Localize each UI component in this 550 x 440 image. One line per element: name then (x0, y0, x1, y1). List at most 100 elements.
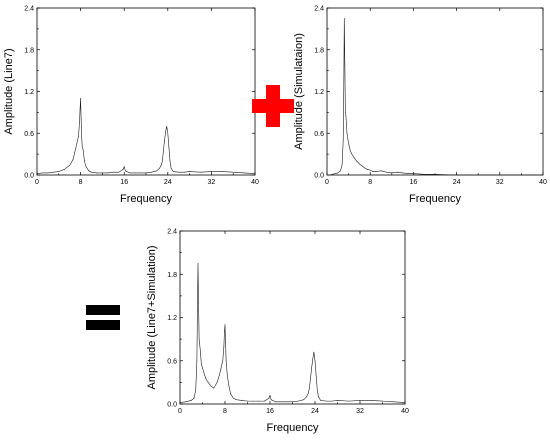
data-point (404, 402, 406, 403)
data-point (252, 400, 254, 402)
data-point (334, 173, 336, 174)
data-point (205, 378, 207, 380)
data-point (307, 392, 309, 394)
data-point (380, 170, 382, 172)
data-point (542, 174, 544, 176)
data-point (168, 146, 170, 148)
data-point (165, 131, 166, 133)
data-point (169, 160, 171, 162)
data-point (140, 172, 141, 174)
data-point (343, 18, 345, 19)
y-tick-label: 0.0 (24, 173, 34, 180)
x-tick-label: 8 (79, 179, 83, 186)
y-tick-label: 1.2 (314, 89, 324, 96)
data-point (198, 302, 199, 304)
chart-combined: 0 8 16 24 32 40 0.0 0.6 1.2 1.8 2.4 Frequency Amplit… (146, 229, 409, 435)
data-point (96, 172, 98, 174)
data-point (353, 157, 355, 158)
chart-line7: 0 8 16 24 32 40 0.0 0.6 1.2 1.8 2.4 Frequency Amplit… (3, 6, 259, 206)
data-point (332, 173, 333, 175)
data-point (270, 399, 272, 401)
data-point (42, 172, 43, 174)
x-tick-label: 0 (35, 179, 39, 186)
data-point (309, 387, 310, 389)
data-point (232, 171, 234, 173)
data-point (178, 171, 180, 173)
data-point (315, 374, 317, 376)
data-point (167, 132, 169, 134)
data-point (199, 349, 201, 351)
data-point (107, 172, 109, 174)
data-point (156, 170, 158, 172)
data-point (364, 167, 366, 169)
data-point (329, 174, 331, 176)
data-point (345, 112, 346, 113)
data-point (396, 171, 398, 173)
data-point (297, 400, 299, 402)
data-point (224, 331, 225, 333)
data-point (477, 174, 479, 176)
data-point (310, 377, 311, 379)
data-point (359, 400, 361, 401)
data-point (318, 396, 319, 398)
y-tick-label: 1.2 (167, 315, 177, 322)
data-point (269, 395, 271, 396)
data-point (348, 145, 350, 147)
y-axis-title: Amplitude (Line7) (3, 48, 15, 134)
data-point (159, 167, 160, 169)
data-point (521, 174, 522, 176)
plus-horizontal-bar (252, 99, 294, 113)
data-point (84, 160, 85, 162)
data-point (81, 146, 83, 148)
data-point (216, 382, 218, 383)
x-tick-label: 32 (356, 408, 364, 415)
data-point (91, 171, 92, 173)
data-point (207, 382, 209, 383)
data-point (134, 172, 136, 174)
data-point (53, 171, 54, 173)
data-point (361, 165, 363, 167)
data-point (203, 373, 205, 375)
data-point (370, 400, 372, 401)
y-tick-label: 0.6 (314, 131, 324, 138)
plot-frame (36, 7, 256, 176)
data-point (74, 150, 76, 151)
data-point (166, 125, 168, 127)
y-tick-label: 1.8 (314, 47, 324, 54)
series-line (179, 263, 406, 403)
data-point (367, 169, 368, 170)
data-point (391, 172, 393, 174)
data-point (337, 172, 339, 174)
data-point (369, 169, 371, 171)
equals-icon (86, 305, 120, 330)
data-point (196, 360, 198, 362)
equals-top-bar (86, 305, 120, 315)
data-point (79, 108, 81, 110)
y-tick-label: 0.0 (314, 173, 324, 180)
data-point (325, 400, 327, 402)
data-point (163, 150, 164, 151)
plot-frame (326, 7, 544, 176)
x-tick-label: 24 (311, 408, 319, 415)
data-point (499, 174, 501, 176)
data-point (230, 393, 231, 395)
chart-simulation: 0 8 16 24 32 40 0.0 0.6 1.2 1.8 2.4 Frequency Amplit… (293, 6, 547, 206)
series-line (36, 98, 256, 174)
data-point (314, 360, 316, 362)
data-point (306, 396, 307, 398)
data-point (123, 166, 125, 167)
data-point (241, 400, 243, 401)
y-axis-title: Amplitude (Simulataion) (293, 33, 305, 150)
data-point (124, 170, 126, 172)
y-tick-label: 2.4 (167, 229, 177, 236)
data-point (313, 351, 315, 353)
data-point (211, 171, 212, 172)
data-point (264, 400, 265, 402)
data-point (197, 263, 199, 264)
data-point (434, 173, 436, 175)
data-point (292, 401, 293, 403)
data-point (247, 400, 248, 402)
data-point (222, 360, 224, 362)
data-point (275, 401, 276, 403)
